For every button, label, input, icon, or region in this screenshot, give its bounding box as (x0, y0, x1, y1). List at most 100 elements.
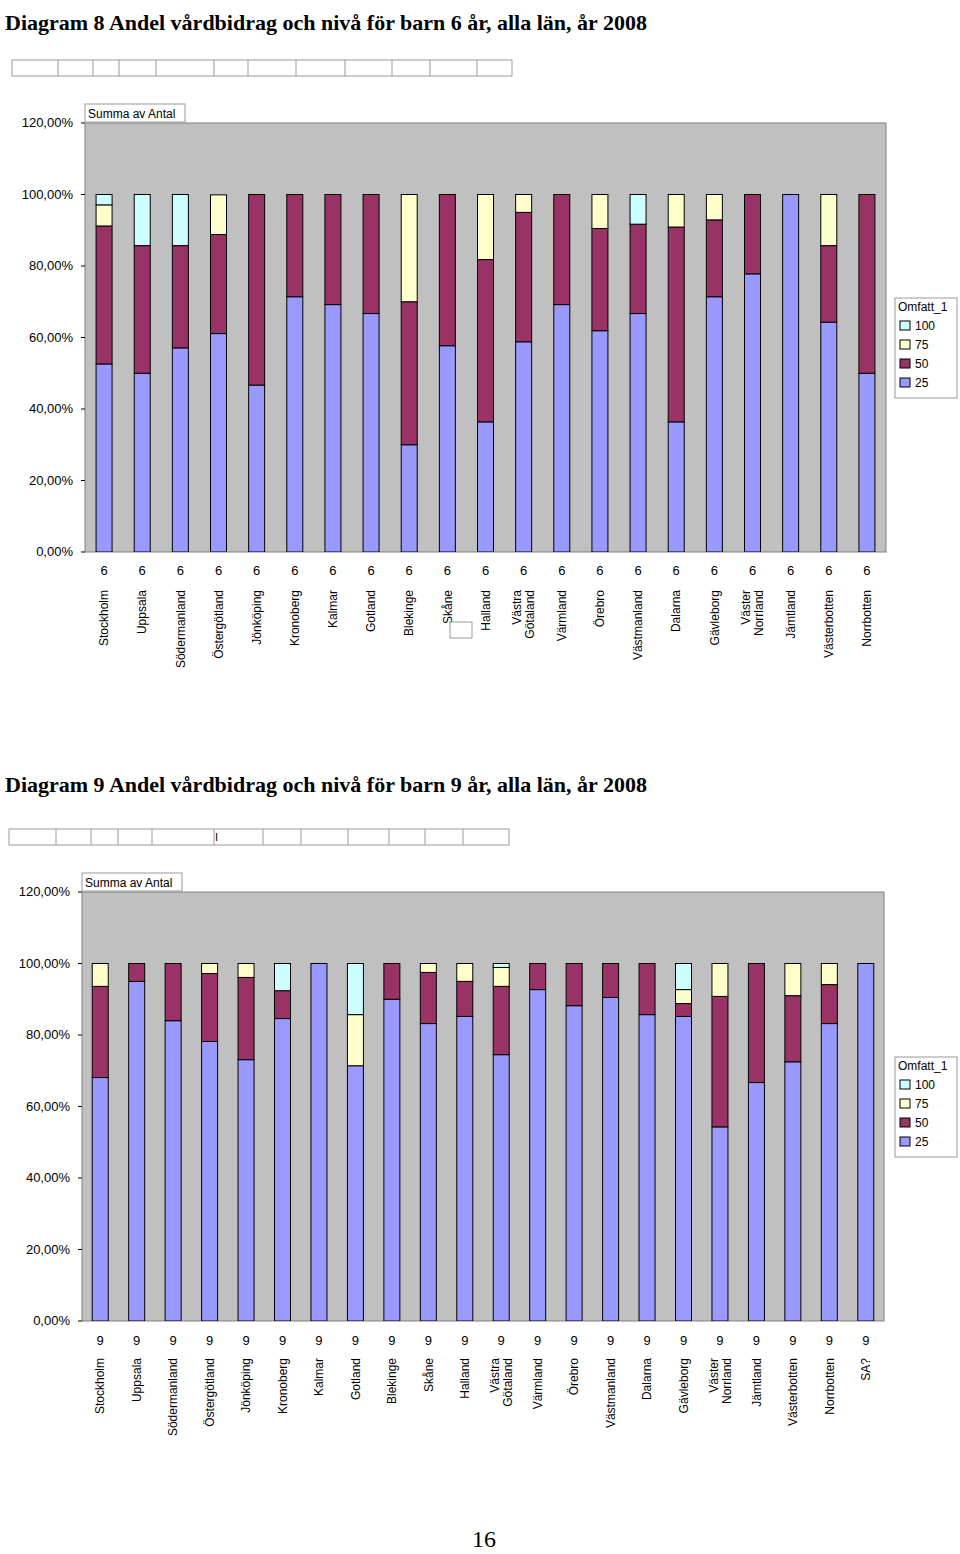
bar-segment (134, 195, 150, 246)
bar-segment (592, 195, 608, 229)
legend-title: Omfatt_1 (898, 300, 948, 314)
category-label: Kronoberg (288, 590, 302, 646)
category-label: Jämtland (750, 1358, 764, 1407)
age-label: 6 (673, 563, 680, 578)
legend-label: 75 (915, 1097, 929, 1111)
age-label: 6 (444, 563, 451, 578)
age-label: 9 (571, 1333, 578, 1348)
category-label-line: SA? (859, 1358, 873, 1381)
y-tick (81, 480, 85, 481)
bar-segment (92, 986, 108, 1077)
bar-segment (493, 986, 509, 1054)
legend-swatch (900, 1099, 910, 1108)
header-table-divider (118, 829, 119, 845)
bar-segment (712, 964, 728, 997)
bar-segment (401, 445, 417, 552)
age-label: 9 (315, 1333, 322, 1348)
bar-segment (603, 964, 619, 998)
bar-segment (706, 297, 722, 552)
category-label: Jämtland (784, 590, 798, 639)
bar-segment (859, 195, 875, 374)
age-label: 9 (170, 1333, 177, 1348)
header-table-divider (248, 60, 249, 76)
legend-box (895, 1057, 957, 1157)
category-label-line: Blekinge (402, 590, 416, 636)
header-table-divider (463, 829, 464, 845)
bar-segment (676, 1004, 692, 1017)
bars (96, 195, 875, 553)
category-label-line: Blekinge (385, 1358, 399, 1404)
category-label-line: Dalarna (640, 1358, 654, 1400)
bar-segment (238, 977, 254, 1059)
y-tick-label: 120,00% (22, 115, 74, 130)
header-table-divider (348, 829, 349, 845)
category-label: Kronoberg (276, 1358, 290, 1414)
category-label-line: Skåne (441, 590, 455, 624)
bar-segment (530, 964, 546, 990)
category-label: Gävleborg (708, 590, 722, 645)
age-label: 9 (643, 1333, 650, 1348)
category-label-line: Gävleborg (708, 590, 722, 645)
bar-segment (493, 967, 509, 986)
category-label-line: Västmanland (631, 590, 645, 660)
bar-segment (96, 364, 112, 552)
bar-segment (347, 964, 363, 1015)
category-label-line: Värmland (531, 1358, 545, 1409)
category-label-line: Norrland (720, 1358, 734, 1404)
category-label-line: Västerbotten (822, 590, 836, 658)
bar-segment (706, 220, 722, 297)
bar-segment (554, 195, 570, 305)
y-tick-label: 20,00% (26, 1242, 71, 1257)
age-label: 6 (291, 563, 298, 578)
bar-segment (238, 1060, 254, 1321)
age-label: 9 (133, 1333, 140, 1348)
age-label: 6 (367, 563, 374, 578)
category-label-line: Gotland (349, 1358, 363, 1400)
bar-segment (859, 373, 875, 552)
bar-segment (457, 964, 473, 982)
legend-label: 25 (915, 376, 929, 390)
category-label: Blekinge (385, 1358, 399, 1404)
category-label-line: Jämtland (784, 590, 798, 639)
bar-segment (821, 1024, 837, 1321)
category-label: VästraGötaland (510, 590, 537, 639)
category-label-line: Dalarna (669, 590, 683, 632)
category-label: Skåne (441, 590, 455, 624)
bar-segment (566, 964, 582, 1006)
legend-swatch (900, 1137, 910, 1146)
legend-swatch (900, 1118, 910, 1127)
category-label-line: Västerbotten (786, 1358, 800, 1426)
header-table-divider (152, 829, 153, 845)
header-table-divider (345, 60, 346, 76)
header-table-divider (119, 60, 120, 76)
category-label-line: Kronoberg (288, 590, 302, 646)
category-label: VästerNorrland (707, 1358, 734, 1404)
artifact-box (450, 622, 472, 638)
header-table (12, 60, 512, 76)
bar-segment (516, 195, 532, 213)
bar-segment (129, 964, 145, 982)
bar-segment (420, 972, 436, 1023)
legend-title: Omfatt_1 (898, 1059, 948, 1073)
age-label: 6 (596, 563, 603, 578)
bar-segment (821, 964, 837, 985)
y-tick-label: 60,00% (29, 330, 74, 345)
age-label: 9 (498, 1333, 505, 1348)
category-label-line: Örebro (567, 1358, 581, 1396)
bar-segment (325, 305, 341, 552)
bars (92, 964, 874, 1322)
age-label: 9 (352, 1333, 359, 1348)
legend-label: 50 (915, 1116, 929, 1130)
bar-segment (401, 195, 417, 302)
bar-segment (172, 195, 188, 246)
bar-segment (493, 1055, 509, 1321)
age-label: 6 (329, 563, 336, 578)
bar-segment (249, 385, 265, 552)
y-tick-label: 0,00% (36, 544, 73, 559)
bar-segment (92, 964, 108, 987)
category-label: Uppsala (130, 1358, 144, 1402)
legend-label: 100 (915, 319, 935, 333)
category-label: SA? (859, 1358, 873, 1381)
category-label-line: Uppsala (130, 1358, 144, 1402)
y-tick-label: 100,00% (22, 187, 74, 202)
